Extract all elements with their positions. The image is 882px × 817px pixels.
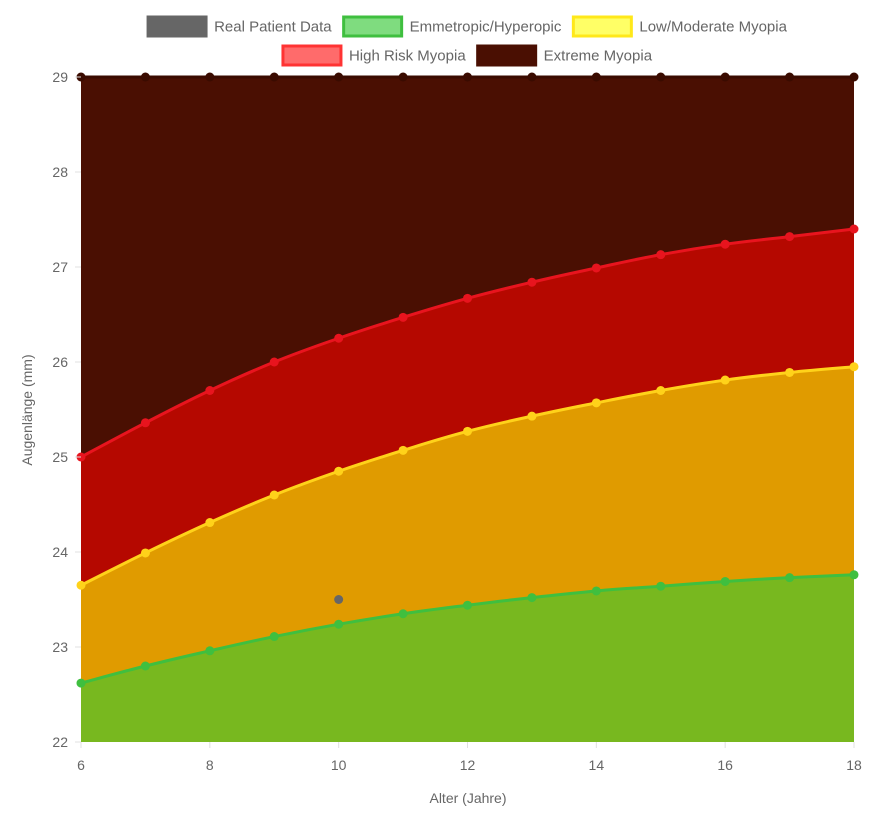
- point-low-moderate-myopia-7[interactable]: [140, 548, 150, 558]
- x-axis-title: Alter (Jahre): [429, 790, 506, 806]
- legend-swatch-low-moderate-myopia: [571, 15, 633, 38]
- point-extreme-myopia-10[interactable]: [334, 72, 344, 82]
- legend-swatch-emmetropic-hyperopic: [342, 15, 404, 38]
- point-extreme-myopia-12[interactable]: [463, 72, 472, 82]
- point-extreme-myopia-11[interactable]: [398, 72, 408, 82]
- x-tick-16: 16: [717, 757, 733, 773]
- x-tick-8: 8: [206, 757, 214, 773]
- point-emmetropic-hyperopic-11[interactable]: [398, 609, 408, 619]
- point-emmetropic-hyperopic-8[interactable]: [205, 646, 215, 656]
- y-tick-25: 25: [52, 449, 68, 465]
- point-high-risk-myopia-11[interactable]: [398, 312, 408, 322]
- point-emmetropic-hyperopic-6[interactable]: [76, 678, 86, 688]
- legend-label-extreme-myopia: Extreme Myopia: [544, 48, 653, 65]
- point-high-risk-myopia-10[interactable]: [334, 333, 344, 343]
- area-bands: [81, 77, 854, 742]
- legend-item-low-moderate-myopia[interactable]: Low/Moderate Myopia: [571, 15, 788, 38]
- point-high-risk-myopia-17[interactable]: [785, 232, 795, 242]
- point-high-risk-myopia-13[interactable]: [527, 277, 537, 287]
- point-low-moderate-myopia-10[interactable]: [334, 466, 344, 476]
- patient-data-point[interactable]: [334, 595, 344, 604]
- legend-item-emmetropic-hyperopic[interactable]: Emmetropic/Hyperopic: [342, 15, 562, 38]
- point-high-risk-myopia-16[interactable]: [720, 239, 730, 249]
- series-points: [76, 72, 859, 688]
- point-high-risk-myopia-9[interactable]: [269, 357, 279, 367]
- axis-ticks: 6 8 10 12 14 16 18 22 23 24 25 26 27 28 29: [52, 69, 862, 773]
- point-emmetropic-hyperopic-13[interactable]: [527, 593, 537, 603]
- patient-data-points: [334, 595, 344, 604]
- point-low-moderate-myopia-11[interactable]: [398, 445, 408, 455]
- point-emmetropic-hyperopic-16[interactable]: [720, 576, 730, 586]
- x-tick-18: 18: [846, 757, 862, 773]
- point-high-risk-myopia-7[interactable]: [140, 418, 150, 428]
- legend-item-extreme-myopia[interactable]: Extreme Myopia: [476, 44, 653, 67]
- point-low-moderate-myopia-6[interactable]: [76, 580, 86, 590]
- legend-label-real-patient-data: Real Patient Data: [214, 19, 332, 36]
- point-low-moderate-myopia-14[interactable]: [591, 398, 601, 408]
- point-high-risk-myopia-8[interactable]: [205, 386, 215, 395]
- legend-label-low-moderate-myopia: Low/Moderate Myopia: [639, 19, 787, 36]
- point-low-moderate-myopia-15[interactable]: [656, 386, 666, 395]
- point-extreme-myopia-17[interactable]: [785, 72, 795, 82]
- y-tick-26: 26: [52, 354, 68, 370]
- point-extreme-myopia-15[interactable]: [656, 72, 666, 82]
- point-extreme-myopia-7[interactable]: [140, 72, 150, 82]
- point-emmetropic-hyperopic-10[interactable]: [334, 619, 344, 629]
- point-extreme-myopia-8[interactable]: [205, 72, 215, 82]
- y-axis-title: Augenlänge (mm): [19, 354, 35, 465]
- x-tick-12: 12: [460, 757, 476, 773]
- legend-swatch-high-risk-myopia: [281, 44, 343, 67]
- point-low-moderate-myopia-12[interactable]: [463, 426, 472, 436]
- y-tick-29: 29: [52, 69, 68, 85]
- x-tick-10: 10: [331, 757, 347, 773]
- point-extreme-myopia-9[interactable]: [269, 72, 279, 82]
- x-tick-14: 14: [589, 757, 605, 773]
- y-tick-27: 27: [52, 259, 68, 275]
- point-low-moderate-myopia-16[interactable]: [720, 375, 730, 385]
- point-high-risk-myopia-18[interactable]: [849, 224, 859, 234]
- y-tick-28: 28: [52, 164, 68, 180]
- point-emmetropic-hyperopic-14[interactable]: [591, 586, 601, 596]
- point-low-moderate-myopia-9[interactable]: [269, 490, 279, 500]
- legend: Real Patient Data Emmetropic/Hyperopic Low…: [146, 15, 788, 67]
- point-emmetropic-hyperopic-18[interactable]: [849, 570, 859, 580]
- point-low-moderate-myopia-8[interactable]: [205, 518, 215, 528]
- legend-swatch-extreme-myopia: [476, 44, 538, 67]
- point-extreme-myopia-18[interactable]: [849, 72, 859, 82]
- point-emmetropic-hyperopic-9[interactable]: [269, 632, 279, 642]
- point-emmetropic-hyperopic-15[interactable]: [656, 581, 666, 591]
- point-extreme-myopia-14[interactable]: [591, 72, 601, 82]
- band-emmetropic-hyperopic: [81, 574, 854, 742]
- y-tick-22: 22: [52, 734, 68, 750]
- point-emmetropic-hyperopic-12[interactable]: [463, 600, 472, 610]
- point-high-risk-myopia-12[interactable]: [463, 293, 472, 303]
- point-emmetropic-hyperopic-7[interactable]: [140, 661, 150, 671]
- point-low-moderate-myopia-13[interactable]: [527, 411, 537, 421]
- legend-label-emmetropic-hyperopic: Emmetropic/Hyperopic: [410, 19, 562, 36]
- point-high-risk-myopia-14[interactable]: [591, 263, 601, 273]
- point-extreme-myopia-13[interactable]: [527, 72, 537, 82]
- x-tick-6: 6: [77, 757, 85, 773]
- legend-swatch-real-patient-data: [146, 15, 208, 38]
- legend-item-high-risk-myopia[interactable]: High Risk Myopia: [281, 44, 466, 67]
- point-low-moderate-myopia-18[interactable]: [849, 362, 859, 372]
- y-tick-23: 23: [52, 639, 68, 655]
- legend-item-real-patient-data[interactable]: Real Patient Data: [146, 15, 332, 38]
- y-tick-24: 24: [52, 544, 68, 560]
- legend-label-high-risk-myopia: High Risk Myopia: [349, 48, 466, 65]
- point-extreme-myopia-16[interactable]: [720, 72, 730, 82]
- point-low-moderate-myopia-17[interactable]: [785, 367, 795, 377]
- point-emmetropic-hyperopic-17[interactable]: [785, 573, 795, 583]
- point-high-risk-myopia-15[interactable]: [656, 250, 666, 260]
